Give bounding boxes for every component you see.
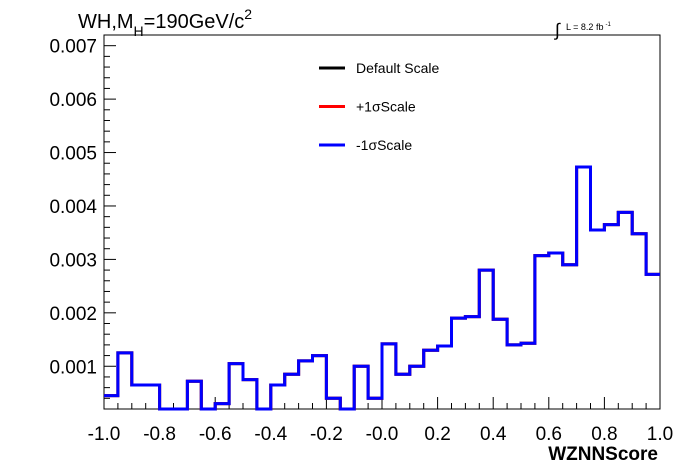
x-tick-label: 0.4 (480, 424, 507, 445)
title-subscript: H (134, 23, 144, 39)
title-superscript: 2 (244, 6, 252, 22)
y-tick-label: 0.005 (49, 144, 97, 165)
x-tick-label: -0.4 (254, 424, 287, 445)
integral-symbol: ∫ (553, 20, 561, 40)
chart-title: WH,MH=190GeV/c2 (78, 6, 252, 39)
title-main: WH,M (78, 11, 134, 33)
x-tick-label: 0.2 (424, 424, 450, 445)
title-rest: =190GeV/c (144, 11, 245, 33)
series-line-2 (104, 165, 660, 411)
y-tick-label: 0.002 (49, 304, 97, 325)
x-axis-label: WZNNScore (548, 444, 658, 465)
y-tick-label: 0.007 (49, 37, 97, 58)
lumi-text: L = 8.2 fb (566, 22, 603, 32)
y-tick-label: 0.001 (49, 357, 97, 378)
x-tick-label: 1.0 (647, 424, 673, 445)
legend-label: +1σScale (356, 99, 416, 115)
x-axis-ticks: -1.0 -0.8 -0.6 -0.4 -0.2 -0.0 0.2 0.4 0.6 0.8 1.0 (88, 397, 673, 445)
legend: Default Scale +1σScale -1σScale (319, 60, 439, 153)
legend-label: Default Scale (356, 60, 439, 76)
y-tick-label: 0.006 (49, 90, 97, 111)
lumi-superscript: -1 (605, 22, 611, 28)
x-tick-label: 0.6 (536, 424, 562, 445)
legend-label: -1σScale (356, 137, 412, 153)
lumi-label: L = 8.2 fb -1 (566, 22, 611, 32)
y-tick-label: 0.003 (49, 250, 97, 271)
x-tick-label: -0.0 (366, 424, 399, 445)
x-tick-label: -0.2 (310, 424, 343, 445)
y-axis-ticks: 0.001 0.002 0.003 0.004 0.005 0.006 0.007 (49, 34, 116, 410)
x-tick-label: -1.0 (88, 424, 121, 445)
x-tick-label: -0.8 (143, 424, 176, 445)
x-tick-label: 0.8 (591, 424, 617, 445)
x-tick-label: -0.6 (199, 424, 232, 445)
y-tick-label: 0.004 (49, 197, 97, 218)
series-layer (104, 165, 660, 411)
